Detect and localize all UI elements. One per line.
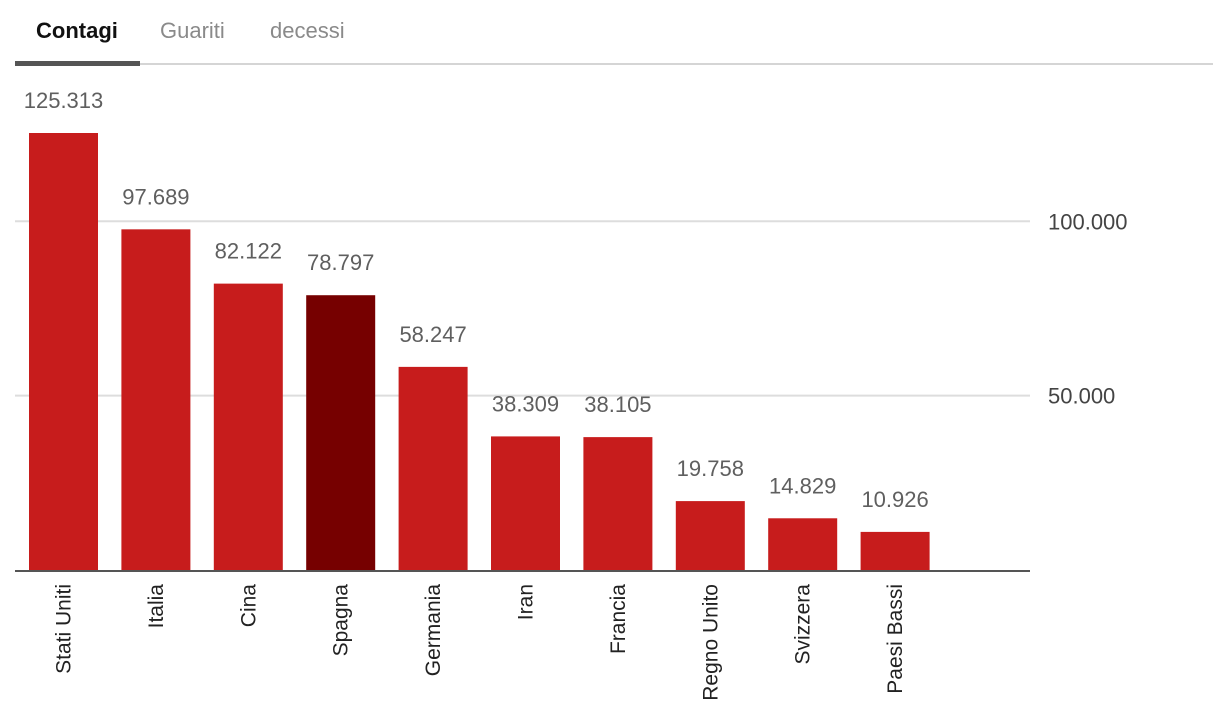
tab-contagi[interactable]: Contagi — [36, 18, 118, 43]
bar-germania — [398, 366, 468, 570]
value-label-italia: 97.689 — [122, 184, 189, 209]
bar-stati-uniti — [29, 133, 98, 570]
bar-paesi-bassi — [860, 531, 930, 570]
bar-francia — [583, 437, 653, 570]
value-label-iran: 38.309 — [492, 391, 559, 416]
value-label-francia: 38.105 — [584, 392, 651, 417]
value-label-cina: 82.122 — [215, 239, 282, 264]
tab-bar: Contagi Guariti decessi — [0, 0, 1213, 66]
category-label-francia: Francia — [607, 584, 630, 654]
tab-guariti[interactable]: Guariti — [160, 18, 225, 43]
value-label-spagna: 78.797 — [307, 250, 374, 275]
bar-svizzera — [768, 518, 838, 570]
category-label-regno-unito: Regno Unito — [699, 584, 722, 701]
category-label-iran: Iran — [515, 584, 538, 620]
bar-regno-unito — [675, 501, 745, 570]
bar-italia — [121, 229, 191, 571]
value-label-stati-uniti: 125.313 — [24, 88, 104, 113]
value-label-svizzera: 14.829 — [769, 473, 836, 498]
value-label-paesi-bassi: 10.926 — [861, 487, 928, 512]
category-label-cina: Cina — [237, 584, 260, 628]
y-tick-label-100000: 100.000 — [1048, 209, 1128, 234]
value-label-regno-unito: 19.758 — [677, 456, 744, 481]
category-label-stati-uniti: Stati Uniti — [53, 584, 76, 674]
active-tab-indicator — [15, 61, 140, 66]
category-label-spagna: Spagna — [330, 584, 353, 657]
bar-cina — [213, 283, 283, 570]
category-label-germania: Germania — [422, 584, 445, 677]
value-label-germania: 58.247 — [399, 322, 466, 347]
category-label-paesi-bassi: Paesi Bassi — [884, 584, 907, 694]
tab-decessi[interactable]: decessi — [270, 18, 345, 43]
bar-iran — [491, 436, 560, 570]
tab-divider — [15, 63, 1213, 65]
y-tick-label-50000: 50.000 — [1048, 384, 1115, 409]
bar-spagna — [306, 295, 376, 570]
category-label-italia: Italia — [145, 584, 168, 629]
category-label-svizzera: Svizzera — [792, 584, 815, 665]
